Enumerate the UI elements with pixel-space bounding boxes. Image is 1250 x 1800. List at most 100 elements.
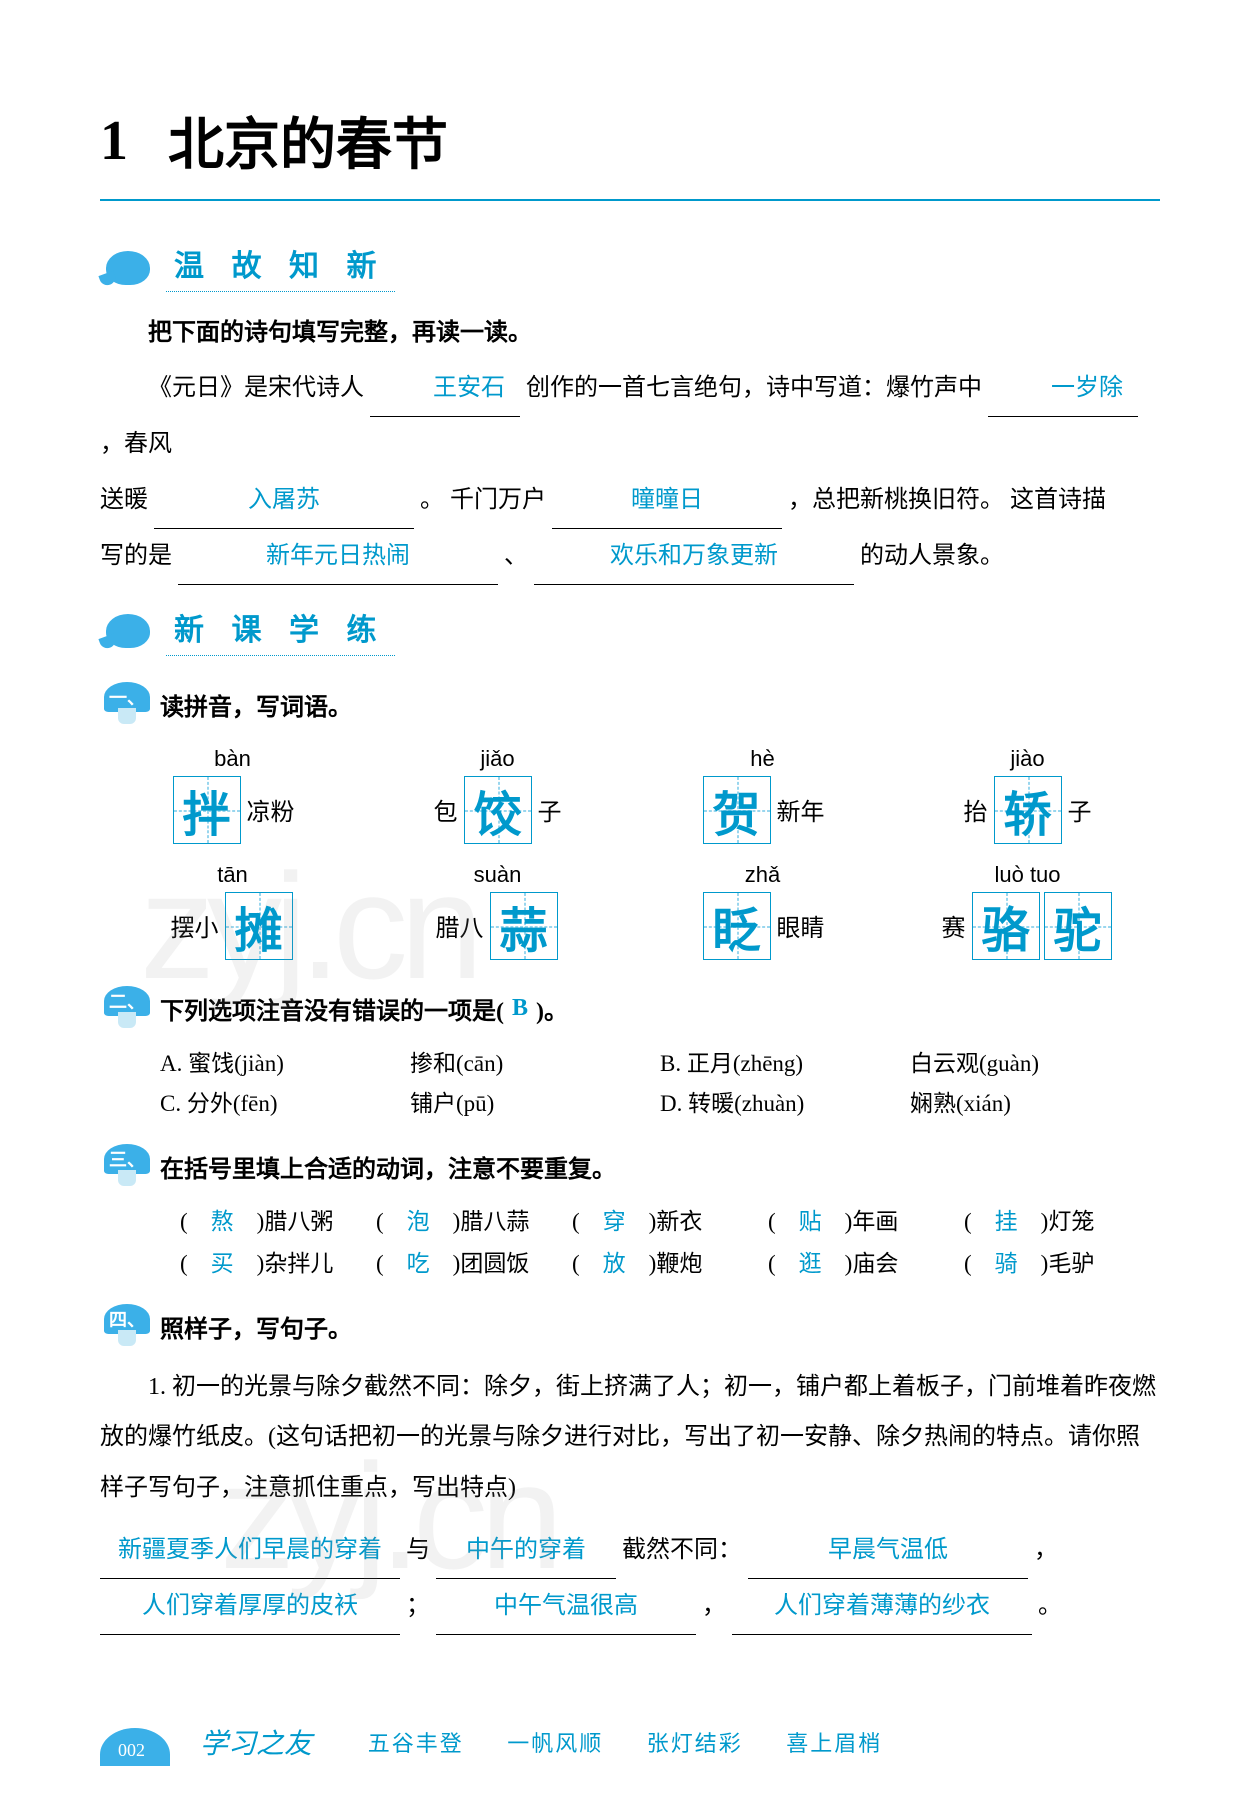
blank-1[interactable]: 王安石 [370,361,520,417]
verb-answer[interactable]: 买 [211,1251,234,1276]
blank-5[interactable]: 新年元日热闹 [178,529,498,585]
verb-answer[interactable]: 贴 [799,1209,822,1234]
q4-b3[interactable]: 早晨气温低 [748,1523,1028,1579]
q4-header: 四、 照样子，写句子。 [100,1304,1160,1350]
q4-ans-line2: 人们穿着厚厚的皮袄 ； 中午气温很高 ， 人们穿着薄薄的纱衣 。 [100,1579,1160,1635]
verb-item: ( 放 )鞭炮 [572,1244,768,1278]
choice-item[interactable]: A. 蜜饯(jiàn) [160,1044,410,1078]
suffix-text: 子 [538,792,562,827]
choice-item[interactable]: 娴熟(xián) [910,1084,1160,1118]
choice-item[interactable]: 白云观(guàn) [910,1044,1160,1078]
char-box[interactable]: 轿 [994,776,1062,844]
char-line: 拌凉粉 [100,776,365,844]
text: ， [702,1593,726,1619]
q3-text: 在括号里填上合适的动词，注意不要重复。 [160,1149,616,1184]
verb-answer[interactable]: 放 [603,1251,626,1276]
char-box[interactable]: 摊 [225,892,293,960]
q2-choices: A. 蜜饯(jiàn)掺和(cān)B. 正月(zhēng)白云观(guàn) C… [100,1044,1160,1118]
verb-answer[interactable]: 熬 [211,1209,234,1234]
pinyin-item: suàn腊八蒜 [365,862,630,960]
text: 、 [504,543,528,569]
verb-answer[interactable]: 挂 [995,1209,1018,1234]
blank-6[interactable]: 欢乐和万象更新 [534,529,854,585]
pinyin-item: jiào抬轿子 [895,746,1160,844]
section-review-header: 温 故 知 新 [100,241,1160,292]
verb-answer[interactable]: 骑 [995,1251,1018,1276]
char-line: 摆小摊 [100,892,365,960]
text: 截然不同： [622,1537,742,1563]
verb-item: ( 吃 )团圆饭 [376,1244,572,1278]
q4-text: 照样子，写句子。 [160,1309,352,1344]
char-box[interactable]: 饺 [464,776,532,844]
suffix-text: 眼睛 [777,908,825,943]
text: 写的是 [100,543,172,569]
text: 《元日》是宋代诗人 [148,375,364,401]
choice-item[interactable]: D. 转暖(zhuàn) [660,1084,910,1118]
choice-item[interactable]: B. 正月(zhēng) [660,1044,910,1078]
verb-item: ( 买 )杂拌儿 [180,1244,376,1278]
verb-answer[interactable]: 逛 [799,1251,822,1276]
hanzi-answer: 轿 [1003,775,1051,845]
q2-answer[interactable]: B [512,995,528,1022]
pinyin-label: zhǎ [630,862,895,888]
pinyin-item: luò tuo赛骆驼 [895,862,1160,960]
elephant-icon [100,606,160,654]
char-box[interactable]: 拌 [173,776,241,844]
text: 。 [1038,1593,1062,1619]
section-practice-title: 新 课 学 练 [166,605,395,656]
text: 与 [406,1537,430,1563]
hanzi-answer: 眨 [712,891,760,961]
blank-3[interactable]: 入屠苏 [154,473,414,529]
idiom-2: 一帆风顺 [507,1731,603,1756]
verb-item: ( 熬 )腊八粥 [180,1202,376,1236]
q4-b6[interactable]: 人们穿着薄薄的纱衣 [732,1579,1032,1635]
char-box[interactable]: 贺 [703,776,771,844]
lesson-title: 北京的春节 [168,100,448,181]
q4-b2[interactable]: 中午的穿着 [436,1523,616,1579]
fill-para-1: 《元日》是宋代诗人 王安石 创作的一首七言绝句，诗中写道：爆竹声中 一岁除 ，春… [100,361,1160,472]
q4-b4[interactable]: 人们穿着厚厚的皮袄 [100,1579,400,1635]
char-box[interactable]: 眨 [703,892,771,960]
char-line: 包饺子 [365,776,630,844]
prefix-text: 抬 [964,792,988,827]
char-box[interactable]: 骆 [972,892,1040,960]
blank-4[interactable]: 曈曈日 [552,473,782,529]
char-box[interactable]: 驼 [1044,892,1112,960]
q2-text-pre: 下列选项注音没有错误的一项是( [160,991,504,1026]
blank-2[interactable]: 一岁除 [988,361,1138,417]
q4-b1[interactable]: 新疆夏季人们早晨的穿着 [100,1523,400,1579]
text: 。 千门万户 [420,487,546,513]
lesson-number: 1 [100,109,128,173]
prefix-text: 赛 [942,908,966,943]
char-box[interactable]: 蒜 [490,892,558,960]
idiom-3: 张灯结彩 [647,1731,743,1756]
choice-item[interactable]: C. 分外(fēn) [160,1084,410,1118]
verb-answer[interactable]: 吃 [407,1251,430,1276]
choice-item[interactable]: 掺和(cān) [410,1044,660,1078]
text: ， [1034,1537,1058,1563]
choice-item[interactable]: 铺户(pū) [410,1084,660,1118]
pinyin-item: zhǎ 眨眼睛 [630,862,895,960]
choice-row: A. 蜜饯(jiàn)掺和(cān)B. 正月(zhēng)白云观(guàn) [160,1044,1160,1078]
hanzi-answer: 贺 [712,775,760,845]
hanzi-answer: 驼 [1053,891,1101,961]
pinyin-item: tān摆小摊 [100,862,365,960]
page-title-block: 1 北京的春节 [100,100,1160,201]
verb-answer[interactable]: 泡 [407,1209,430,1234]
q2-label: 二、 [100,988,154,1014]
char-line: 眨眼睛 [630,892,895,960]
prefix-text: 腊八 [436,908,484,943]
q1-label: 一、 [100,684,154,710]
page-number: 002 [118,1740,145,1761]
pinyin-label: jiǎo [365,746,630,772]
q4-b5[interactable]: 中午气温很高 [436,1579,696,1635]
verb-item: ( 贴 )年画 [768,1202,964,1236]
char-line: 腊八蒜 [365,892,630,960]
verb-item: ( 挂 )灯笼 [964,1202,1160,1236]
pinyin-row-1: bàn拌凉粉jiǎo包饺子hè贺新年jiào抬轿子 [100,746,1160,844]
q4-ans-line1: 新疆夏季人们早晨的穿着 与 中午的穿着 截然不同： 早晨气温低 ， [100,1523,1160,1579]
verb-item: ( 逛 )庙会 [768,1244,964,1278]
verb-answer[interactable]: 穿 [603,1209,626,1234]
section-practice-header: 新 课 学 练 [100,605,1160,656]
text: ； [406,1593,430,1619]
